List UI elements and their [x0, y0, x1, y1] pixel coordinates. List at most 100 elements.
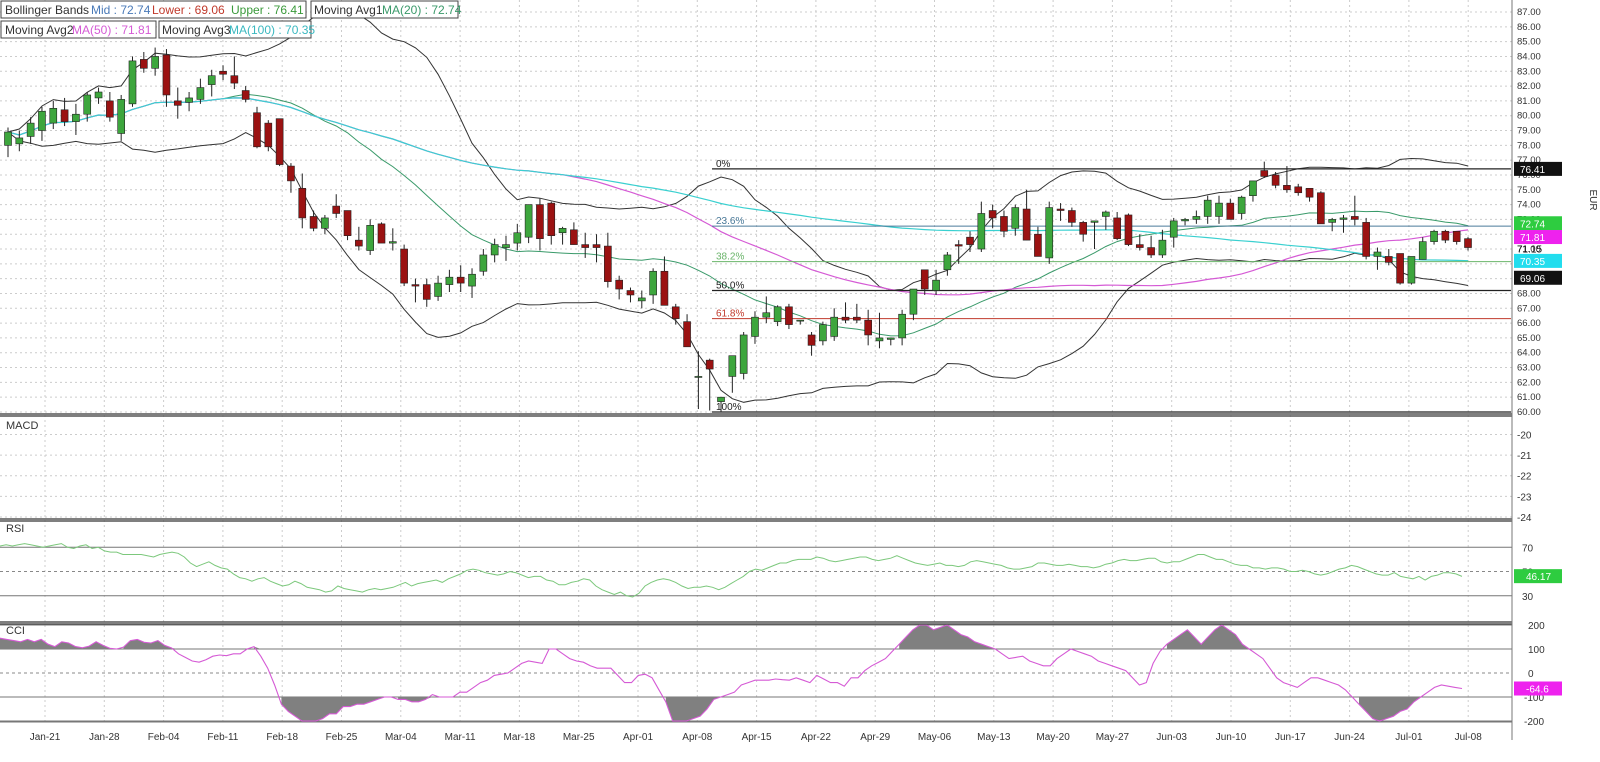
- x-tick-label: May-27: [1096, 732, 1130, 743]
- candle-body: [355, 239, 363, 247]
- candle: [649, 268, 657, 304]
- candle-body: [637, 297, 646, 302]
- candle-body: [592, 244, 601, 248]
- candle: [219, 65, 227, 81]
- candle: [739, 332, 748, 380]
- candle-body: [298, 187, 307, 219]
- cci-tick-label: 0: [1528, 669, 1534, 680]
- candle-body: [898, 313, 906, 339]
- candle: [637, 290, 646, 309]
- candle: [1396, 253, 1404, 285]
- candle-body: [558, 227, 567, 234]
- x-tick-label: Apr-29: [860, 732, 890, 743]
- candle: [1418, 237, 1427, 260]
- candle-body: [1305, 187, 1314, 198]
- candle: [1113, 212, 1121, 241]
- candle: [1068, 207, 1076, 227]
- x-tick-label: Feb-25: [326, 732, 358, 743]
- y-axis-label: EUR: [1587, 189, 1598, 210]
- axis-layer: Jan-21 Jan-28 Feb-04 Feb-11 Feb-18 Feb-25 Mar-…: [0, 0, 1598, 743]
- x-tick-label: Mar-04: [385, 732, 417, 743]
- candle-body: [1396, 253, 1404, 284]
- cci-overbought-fill: [0, 625, 1250, 649]
- rsi-tick-label: 70: [1522, 543, 1534, 554]
- candle: [343, 210, 352, 241]
- y-tick-label: 74.00: [1517, 200, 1541, 211]
- candle: [1203, 195, 1212, 224]
- candle-body: [1215, 202, 1223, 217]
- x-tick-label: Feb-04: [148, 732, 180, 743]
- rsi-panel: RSI: [0, 523, 1463, 598]
- candle-body: [400, 248, 408, 284]
- candle: [117, 94, 125, 141]
- candle: [694, 351, 703, 410]
- bollinger-upper-line: [7, 9, 1469, 291]
- candle-body: [377, 223, 386, 244]
- x-tick-label: Jan-28: [89, 732, 120, 743]
- price-tag-bg: [1514, 161, 1562, 176]
- candle: [1056, 203, 1065, 221]
- x-tick-label: Feb-11: [207, 732, 238, 743]
- x-tick-label: Apr-08: [682, 732, 712, 743]
- candle: [411, 278, 420, 303]
- candle-body: [875, 337, 884, 342]
- candle: [422, 278, 431, 307]
- candle-body: [570, 229, 578, 245]
- candle-body: [728, 355, 737, 377]
- candle: [479, 249, 488, 276]
- candle-body: [479, 254, 488, 272]
- legend-ma1-label: Moving Avg1: [314, 3, 383, 17]
- candle: [1260, 161, 1269, 178]
- candle-body: [1351, 216, 1359, 220]
- candle-body: [1192, 216, 1201, 220]
- candle: [1373, 247, 1382, 270]
- y-tick-label: 82.00: [1517, 81, 1541, 92]
- y-tick-label: 81.00: [1517, 96, 1541, 107]
- y-tick-label: 83.00: [1517, 66, 1541, 77]
- x-tick-label: Mar-18: [504, 732, 536, 743]
- y-tick-label: 80.00: [1517, 111, 1541, 122]
- candle-body: [26, 122, 35, 137]
- candle: [626, 287, 635, 303]
- candle: [1339, 214, 1348, 233]
- candle: [513, 223, 522, 251]
- cci-tick-label: 200: [1528, 621, 1545, 632]
- candle: [162, 49, 171, 107]
- candle-body: [1045, 207, 1054, 259]
- candle: [717, 396, 725, 412]
- candle: [1034, 226, 1042, 257]
- fib-label: 50.0%: [716, 281, 744, 292]
- candle: [592, 234, 601, 263]
- candle: [920, 269, 929, 295]
- rsi-label: RSI: [6, 523, 24, 535]
- candle: [94, 87, 103, 104]
- candle: [1464, 237, 1472, 251]
- candle-body: [966, 236, 974, 245]
- candle-body: [943, 254, 952, 271]
- candle-body: [321, 217, 329, 229]
- candle: [1237, 195, 1246, 220]
- candle-body: [705, 359, 714, 370]
- cci-line: [0, 624, 1463, 722]
- legend-ma2-value: MA(50) : 71.81: [72, 23, 152, 37]
- y-tick-label: 84.00: [1517, 51, 1541, 62]
- candle-body: [4, 131, 12, 146]
- price-tag-text: 70.35: [1520, 257, 1545, 268]
- candle: [1430, 229, 1438, 245]
- candle: [72, 103, 80, 135]
- candle-body: [343, 210, 352, 237]
- candle: [1169, 217, 1178, 248]
- candle: [886, 337, 895, 346]
- y-tick-label: 63.00: [1517, 363, 1541, 374]
- candle: [954, 240, 963, 264]
- candle-body: [60, 109, 69, 122]
- candle: [943, 252, 952, 276]
- candle: [321, 214, 329, 235]
- candle: [1362, 217, 1370, 260]
- candle-body: [909, 288, 918, 315]
- y-tick-label: 78.00: [1517, 140, 1541, 151]
- candle-body: [1407, 256, 1416, 284]
- candle: [298, 173, 307, 229]
- candle: [1147, 235, 1155, 258]
